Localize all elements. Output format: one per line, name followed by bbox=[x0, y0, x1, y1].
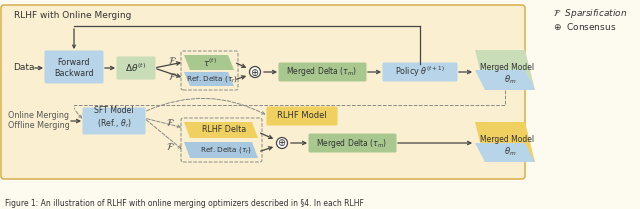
Text: Ref. Delta ($\tau_r$): Ref. Delta ($\tau_r$) bbox=[200, 145, 252, 155]
FancyBboxPatch shape bbox=[383, 62, 458, 82]
Polygon shape bbox=[475, 122, 535, 162]
Circle shape bbox=[250, 66, 260, 78]
Text: $\mathcal{F}$: $\mathcal{F}$ bbox=[168, 70, 177, 82]
Text: $\theta_m$: $\theta_m$ bbox=[504, 74, 516, 86]
Text: $\theta_m$: $\theta_m$ bbox=[504, 146, 516, 158]
Text: RLHF Delta: RLHF Delta bbox=[202, 125, 246, 135]
Text: Online Merging: Online Merging bbox=[8, 111, 69, 121]
Text: $\mathcal{F}$  Sparsification: $\mathcal{F}$ Sparsification bbox=[553, 8, 627, 20]
Text: $\oplus$: $\oplus$ bbox=[277, 138, 287, 149]
Text: Merged Delta ($\tau_m$): Merged Delta ($\tau_m$) bbox=[316, 136, 388, 149]
Polygon shape bbox=[184, 55, 234, 70]
Text: $\oplus$  Consensus: $\oplus$ Consensus bbox=[553, 20, 616, 32]
Text: $\mathcal{F}$: $\mathcal{F}$ bbox=[166, 116, 175, 127]
Text: SFT Model
(Ref., $\theta_r$): SFT Model (Ref., $\theta_r$) bbox=[94, 106, 134, 130]
Text: Offline Merging: Offline Merging bbox=[8, 121, 70, 130]
FancyBboxPatch shape bbox=[1, 5, 525, 179]
Text: $\mathcal{F}$: $\mathcal{F}$ bbox=[166, 141, 175, 153]
FancyBboxPatch shape bbox=[308, 134, 397, 153]
Text: Merged Model: Merged Model bbox=[480, 135, 534, 144]
Text: $\tau^{(t)}$: $\tau^{(t)}$ bbox=[203, 57, 217, 69]
Text: Ref. Delta ($\tau_r$): Ref. Delta ($\tau_r$) bbox=[186, 74, 238, 84]
Text: Figure 1: An illustration of RLHF with online merging optimizers described in §4: Figure 1: An illustration of RLHF with o… bbox=[5, 199, 364, 208]
FancyBboxPatch shape bbox=[266, 107, 337, 125]
Polygon shape bbox=[184, 122, 258, 138]
Text: Policy $\theta^{(t+1)}$: Policy $\theta^{(t+1)}$ bbox=[395, 65, 445, 79]
Polygon shape bbox=[184, 72, 234, 86]
Text: $\mathcal{F}$: $\mathcal{F}$ bbox=[168, 55, 177, 65]
Text: Data: Data bbox=[13, 64, 35, 73]
Polygon shape bbox=[475, 50, 535, 90]
Polygon shape bbox=[184, 142, 258, 158]
FancyBboxPatch shape bbox=[45, 51, 104, 84]
FancyBboxPatch shape bbox=[116, 56, 156, 79]
FancyBboxPatch shape bbox=[278, 62, 367, 82]
FancyBboxPatch shape bbox=[83, 107, 145, 135]
Polygon shape bbox=[475, 70, 535, 90]
Text: $\Delta\theta^{(t)}$: $\Delta\theta^{(t)}$ bbox=[125, 62, 147, 74]
Polygon shape bbox=[475, 143, 535, 162]
Text: Merged Delta ($\tau_m$): Merged Delta ($\tau_m$) bbox=[286, 65, 358, 79]
Circle shape bbox=[276, 138, 287, 149]
Text: Forward
Backward: Forward Backward bbox=[54, 58, 94, 78]
Text: RLHF Model: RLHF Model bbox=[277, 111, 327, 121]
Text: $\oplus$: $\oplus$ bbox=[250, 66, 260, 78]
Text: Merged Model: Merged Model bbox=[480, 62, 534, 71]
Text: RLHF with Online Merging: RLHF with Online Merging bbox=[14, 11, 131, 20]
